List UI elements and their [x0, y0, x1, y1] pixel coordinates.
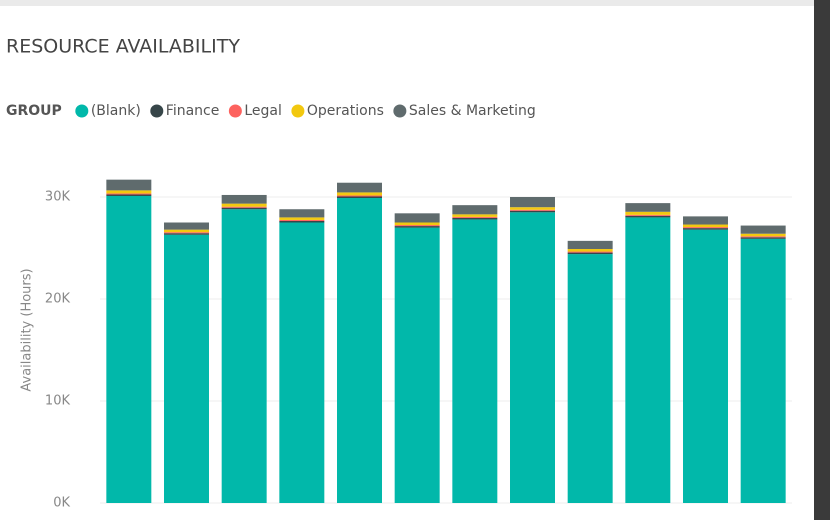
legend-marker: [291, 104, 305, 118]
bar-segment: [164, 233, 209, 235]
bar-segment: [164, 222, 209, 230]
bar-segment: [221, 206, 267, 208]
bar-segment: [683, 228, 728, 230]
bar-segment: [625, 211, 671, 215]
bar-segment: [221, 194, 267, 204]
bar-segment: [337, 192, 382, 196]
legend-label: Legal: [244, 103, 282, 119]
bar-segment: [279, 217, 325, 220]
bar-segment: [683, 227, 728, 229]
bar-segment: [740, 225, 786, 234]
bar-segment: [394, 222, 440, 226]
legend-marker: [150, 104, 164, 118]
bar-segment: [567, 251, 613, 253]
bar-segment: [279, 220, 325, 223]
bar-segment: [510, 212, 555, 504]
bar-segment: [567, 249, 613, 252]
bar-segment: [510, 210, 555, 213]
bar-segment: [394, 213, 440, 223]
bar-segment: [740, 236, 786, 238]
bar-segment: [683, 229, 728, 503]
bar-segment: [106, 193, 152, 195]
bar-segment: [337, 198, 382, 503]
bar-segment: [279, 222, 325, 503]
bar-segment: [394, 227, 440, 503]
bar-segment: [740, 237, 786, 239]
legend-marker: [393, 104, 407, 118]
bar-segment: [625, 217, 671, 503]
bar-segment: [106, 190, 152, 194]
bar-segment: [106, 195, 152, 504]
legend-title: GROUP: [6, 103, 62, 119]
bar-segment: [567, 252, 613, 255]
bar-segment: [510, 209, 555, 211]
legend-label: Operations: [307, 103, 384, 119]
legend-marker: [75, 104, 89, 118]
legend-marker: [228, 104, 242, 118]
bar-segment: [452, 216, 498, 218]
bar-segment: [510, 207, 555, 210]
bar-segment: [164, 229, 209, 233]
bar-segment: [452, 217, 498, 220]
legend-label: Sales & Marketing: [409, 103, 536, 119]
bar-segment: [279, 219, 325, 221]
y-axis-label: Availability (Hours): [20, 268, 35, 391]
bar-segment: [452, 214, 498, 217]
bar-segment: [337, 196, 382, 199]
bar-segment: [337, 195, 382, 197]
bar-segment: [625, 203, 671, 212]
bar-segment: [625, 214, 671, 216]
y-tick-label: 10K: [45, 394, 71, 409]
bar-segment: [510, 197, 555, 208]
bar-segment: [452, 219, 498, 503]
bar-segment: [221, 203, 267, 207]
bar-segment: [394, 225, 440, 227]
bar-segment: [683, 224, 728, 228]
bar-segment: [106, 194, 152, 196]
bar-segment: [394, 226, 440, 228]
legend-label: Finance: [166, 103, 220, 119]
bar-segment: [740, 233, 786, 237]
bar-segment: [221, 207, 267, 210]
bar-segment: [740, 238, 786, 503]
bar-segment: [164, 232, 209, 234]
bar-segment: [567, 240, 613, 250]
bar-segment: [567, 254, 613, 503]
bar-segment: [683, 216, 728, 225]
y-tick-label: 20K: [45, 292, 71, 307]
legend-label: (Blank): [91, 103, 141, 119]
bar-segment: [106, 179, 152, 191]
bar-segment: [337, 182, 382, 193]
bar-segment: [164, 234, 209, 504]
y-tick-label: 0K: [53, 496, 70, 511]
chart-title: RESOURCE AVAILABILITY: [6, 36, 240, 58]
bar-segment: [452, 205, 498, 215]
y-tick-label: 30K: [45, 190, 71, 205]
bar-segment: [221, 209, 267, 504]
bar-segment: [625, 215, 671, 218]
bar-segment: [279, 209, 325, 218]
right-edge: [814, 0, 830, 520]
